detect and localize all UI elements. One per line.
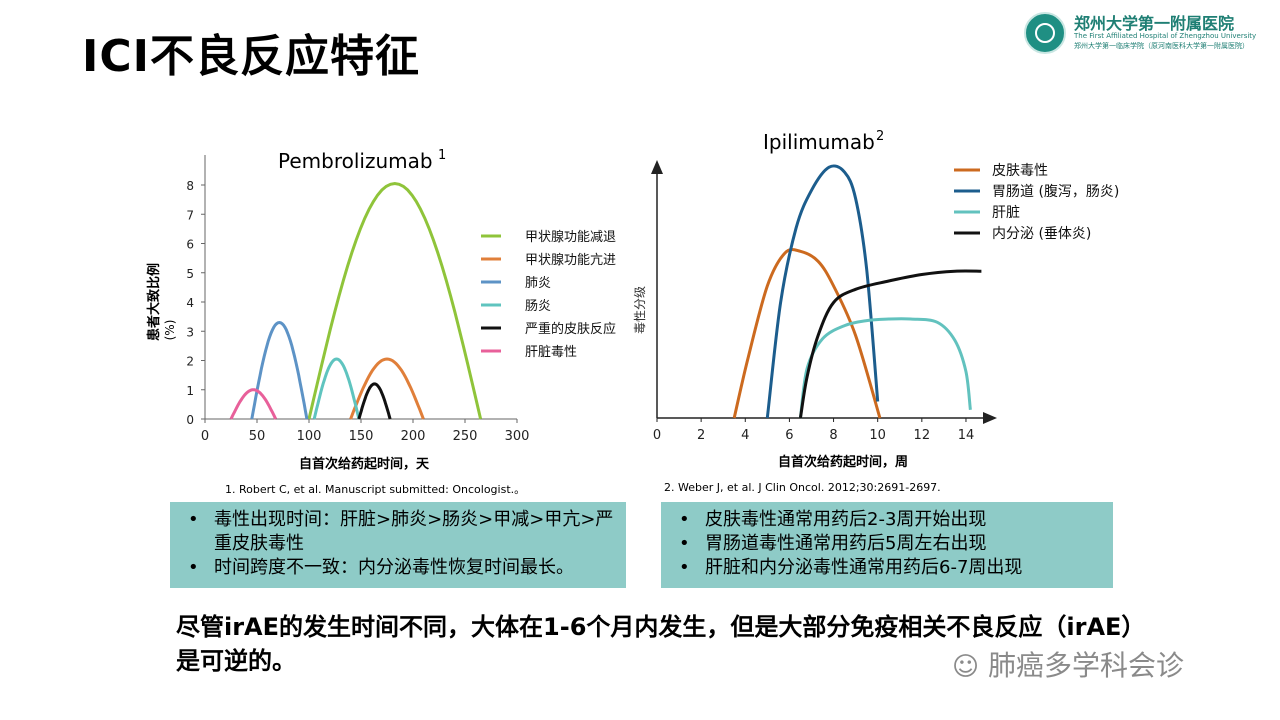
chart1-y-tick-label: 5 <box>186 267 194 281</box>
pembrolizumab-chart: 0 1 2 3 4 5 6 7 8 0 50 100 150 200 250 300 甲状腺功能减退甲状腺功能… <box>146 148 616 472</box>
right-note-item: 胃肠道毒性通常用药后5周左右出现 <box>671 532 1103 556</box>
wechat-icon: ☺ <box>952 652 980 682</box>
chart1-legend-label: 肝脏毒性 <box>525 345 577 360</box>
hospital-subtitle: 郑州大学第一临床学院（原河南医科大学第一附属医院） <box>1074 42 1249 50</box>
chart1-xlabel: 自首次给药起时间，天 <box>299 456 430 472</box>
watermark-text: 肺癌多学科会诊 <box>988 649 1185 682</box>
chart1-series-line <box>357 382 392 420</box>
chart2-x-tick-label: 6 <box>785 428 793 443</box>
chart2-y-axis-arrow <box>651 160 663 174</box>
chart1-title-sup: 1 <box>438 148 446 163</box>
chart2-title: Ipilimumab <box>763 130 875 154</box>
chart2-legend-label: 肝脏 <box>992 205 1020 221</box>
chart2-legend-label: 皮肤毒性 <box>992 163 1048 179</box>
chart2-reference: 2. Weber J, et al. J Clin Oncol. 2012;30… <box>664 481 941 494</box>
right-note-item: 皮肤毒性通常用药后2-3周开始出现 <box>671 508 1103 532</box>
chart2-series-line <box>732 247 882 419</box>
chart2-x-tick-label: 10 <box>869 428 886 443</box>
conclusion-text: 尽管irAE的发生时间不同，大体在1-6个月内发生，但是大部分免疫相关不良反应（… <box>176 613 1134 675</box>
chart1-ylabel: 患者大致比例 <box>146 263 162 341</box>
chart1-x-tick-label: 200 <box>401 429 426 444</box>
hospital-seal-icon <box>1024 12 1066 54</box>
chart1-y-tick-label: 7 <box>186 208 194 222</box>
chart2-series-line <box>798 317 972 419</box>
chart1-title: Pembrolizumab <box>278 149 433 173</box>
wechat-watermark: ☺ 肺癌多学科会诊 <box>952 644 1184 684</box>
chart1-ylabel-unit: (%) <box>163 320 177 341</box>
chart1-y-tick-label: 1 <box>186 384 194 398</box>
chart1-legend-label: 严重的皮肤反应 <box>525 321 616 337</box>
left-notes-box: 毒性出现时间：肝脏>肺炎>肠炎>甲减>甲亢>严重皮肤毒性 时间跨度不一致：内分泌… <box>170 502 626 588</box>
chart1-y-tick-label: 2 <box>186 355 194 369</box>
chart2-x-tick-label: 0 <box>653 428 661 443</box>
chart1-y-tick-label: 3 <box>186 325 194 339</box>
chart1-series-line <box>312 357 361 420</box>
chart2-x-tick-label: 4 <box>741 428 749 443</box>
chart1-x-tick-label: 0 <box>201 429 209 444</box>
chart1-y-tick-label: 6 <box>186 238 194 252</box>
chart1-y-tick-label: 0 <box>186 413 194 427</box>
chart1-legend-label: 甲状腺功能亢进 <box>525 252 616 268</box>
chart1-legend-label: 甲状腺功能减退 <box>525 230 616 245</box>
chart1-series-line <box>250 320 309 420</box>
chart1-y-tick-label: 4 <box>186 296 194 310</box>
hospital-logo: 郑州大学第一附属医院 The First Affiliated Hospital… <box>1024 10 1274 54</box>
slide-title: ICI不良反应特征 <box>82 31 421 82</box>
chart2-legend-label: 内分泌 (垂体炎) <box>992 226 1091 242</box>
chart2-series-line <box>798 269 982 419</box>
chart1-reference: 1. Robert C, et al. Manuscript submitted… <box>225 483 526 496</box>
chart1-x-tick-label: 50 <box>249 429 266 444</box>
chart1-legend-label: 肺炎 <box>525 276 551 291</box>
chart1-x-tick-label: 150 <box>349 429 374 444</box>
chart2-legend-label: 胃肠道 (腹泻，肠炎) <box>992 183 1119 200</box>
chart2-x-tick-label: 12 <box>914 428 931 443</box>
hospital-english-name: The First Affiliated Hospital of Zhengzh… <box>1074 32 1257 40</box>
chart1-x-tick-label: 100 <box>297 429 322 444</box>
right-notes-box: 皮肤毒性通常用药后2-3周开始出现 胃肠道毒性通常用药后5周左右出现 肝脏和内分… <box>661 502 1113 588</box>
left-note-item: 时间跨度不一致：内分泌毒性恢复时间最长。 <box>180 556 616 580</box>
chart1-series-line <box>307 181 483 420</box>
right-note-item: 肝脏和内分泌毒性通常用药后6-7周出现 <box>671 556 1103 580</box>
chart2-x-tick-label: 2 <box>697 428 705 443</box>
chart1-y-tick-label: 8 <box>186 179 194 193</box>
chart2-ylabel: 毒性分级 <box>633 286 647 334</box>
chart1-legend-label: 肠炎 <box>525 299 551 314</box>
chart1-series-line <box>349 357 425 420</box>
chart2-x-tick-label: 14 <box>958 428 975 443</box>
chart1-x-tick-label: 300 <box>505 429 530 444</box>
chart2-xlabel: 自首次给药起时间，周 <box>778 454 908 470</box>
left-note-item: 毒性出现时间：肝脏>肺炎>肠炎>甲减>甲亢>严重皮肤毒性 <box>180 508 616 556</box>
chart2-title-sup: 2 <box>876 129 884 144</box>
hospital-name: 郑州大学第一附属医院 <box>1074 14 1235 33</box>
chart2-series-line <box>765 164 880 419</box>
chart2-x-tick-label: 8 <box>829 428 837 443</box>
chart1-series-line <box>229 388 278 420</box>
chart1-x-tick-label: 250 <box>453 429 478 444</box>
chart2-x-axis-arrow <box>983 412 997 424</box>
